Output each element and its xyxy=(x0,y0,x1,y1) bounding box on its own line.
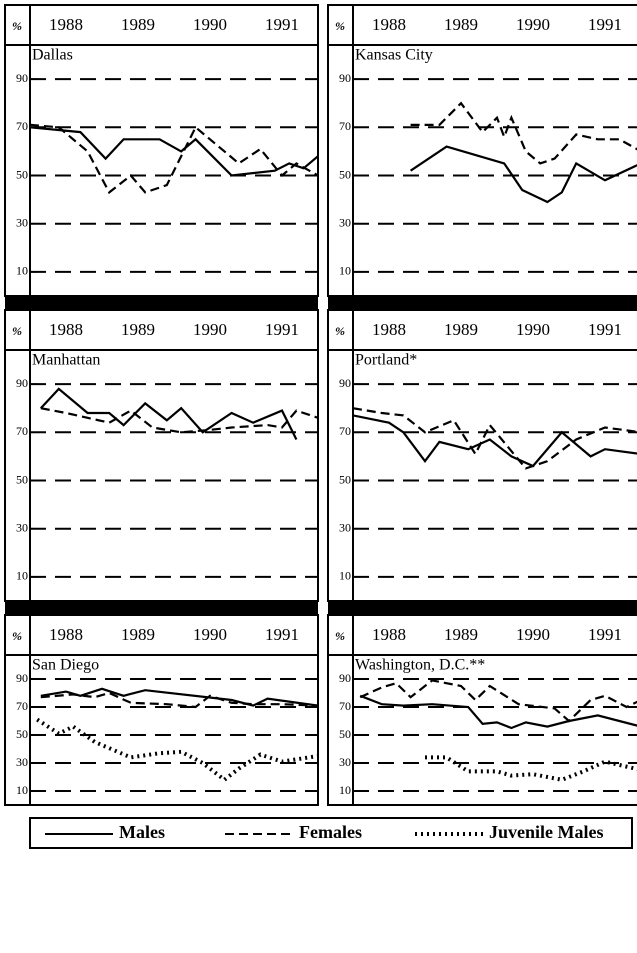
x-tick-label: 1988 xyxy=(372,320,406,339)
series-line xyxy=(353,407,637,470)
y-tick-label: 50 xyxy=(16,472,28,486)
y-tick-label: 90 xyxy=(339,71,351,85)
x-tick-label: 1990 xyxy=(193,320,227,339)
legend-label: Females xyxy=(299,822,362,842)
panel-title: Portland* xyxy=(355,352,417,369)
panel: % 1988 1989 1990 1991 10 30 50 70 90 Portland* xyxy=(327,309,637,602)
y-tick-label: 50 xyxy=(339,727,351,741)
y-tick-label: 30 xyxy=(16,215,28,229)
y-tick-label: 30 xyxy=(16,755,28,769)
series-line xyxy=(353,414,637,468)
series-line xyxy=(359,679,637,723)
separator-bar xyxy=(328,296,637,310)
x-tick-label: 1989 xyxy=(444,320,478,339)
y-tick-label: 30 xyxy=(339,215,351,229)
y-tick-label: 90 xyxy=(16,671,28,685)
x-tick-label: 1991 xyxy=(265,15,299,34)
y-tick-label: 10 xyxy=(339,264,351,278)
y-tick-label: 70 xyxy=(339,699,351,713)
y-tick-label: 70 xyxy=(16,699,28,713)
x-tick-label: 1990 xyxy=(516,15,550,34)
x-tick-label: 1989 xyxy=(121,625,155,644)
y-tick-label: 10 xyxy=(16,569,28,583)
panel: % 1988 1989 1990 1991 10 30 50 70 90 Manhattan xyxy=(4,309,319,602)
legend-box xyxy=(29,817,633,849)
y-tick-label: 10 xyxy=(339,783,351,797)
series-line xyxy=(36,717,318,783)
x-tick-label: 1989 xyxy=(444,625,478,644)
y-tick-label: 90 xyxy=(339,376,351,390)
y-tick-label: 30 xyxy=(16,520,28,534)
x-tick-label: 1991 xyxy=(265,625,299,644)
y-tick-label: 30 xyxy=(339,755,351,769)
x-tick-label: 1990 xyxy=(516,320,550,339)
y-axis-label: % xyxy=(12,324,22,338)
x-tick-label: 1989 xyxy=(121,15,155,34)
y-tick-label: 50 xyxy=(339,472,351,486)
x-tick-label: 1991 xyxy=(588,625,622,644)
y-axis-label: % xyxy=(12,19,22,33)
series-line xyxy=(30,126,318,177)
y-tick-label: 90 xyxy=(16,71,28,85)
y-tick-label: 70 xyxy=(339,424,351,438)
y-tick-label: 50 xyxy=(16,167,28,181)
panel: % 1988 1989 1990 1991 10 30 50 70 90 Kansas City xyxy=(327,4,637,297)
panel: % 1988 1989 1990 1991 10 30 50 70 90 Dallas xyxy=(4,4,319,297)
y-tick-label: 50 xyxy=(339,167,351,181)
y-tick-label: 90 xyxy=(339,671,351,685)
panel-frame xyxy=(4,4,319,297)
panel-title: San Diego xyxy=(32,657,99,674)
x-tick-label: 1991 xyxy=(588,320,622,339)
panel-frame xyxy=(4,309,319,602)
y-tick-label: 70 xyxy=(16,119,28,133)
y-tick-label: 30 xyxy=(339,520,351,534)
y-tick-label: 10 xyxy=(16,264,28,278)
x-tick-label: 1988 xyxy=(49,15,83,34)
series-line xyxy=(40,691,318,709)
panel-frame xyxy=(327,4,637,297)
panel: % 1988 1989 1990 1991 10 30 50 70 90 Washington, D… xyxy=(327,614,637,806)
y-tick-label: 10 xyxy=(339,569,351,583)
separator-bar xyxy=(5,601,318,615)
series-line xyxy=(410,101,637,165)
y-tick-label: 50 xyxy=(16,727,28,741)
x-tick-label: 1990 xyxy=(516,625,550,644)
x-tick-label: 1990 xyxy=(193,15,227,34)
y-tick-label: 70 xyxy=(16,424,28,438)
y-tick-label: 90 xyxy=(16,376,28,390)
series-line xyxy=(39,387,298,440)
panel-frame xyxy=(327,309,637,602)
separator-bar xyxy=(5,296,318,310)
series-line xyxy=(409,145,637,204)
x-tick-label: 1988 xyxy=(49,625,83,644)
panel-title: Dallas xyxy=(32,47,73,64)
x-tick-label: 1991 xyxy=(588,15,622,34)
x-tick-label: 1988 xyxy=(49,320,83,339)
panel-frame xyxy=(4,614,319,806)
y-tick-label: 10 xyxy=(16,783,28,797)
legend-label: Juvenile Males xyxy=(489,822,604,842)
separator-bar xyxy=(328,601,637,615)
x-tick-label: 1988 xyxy=(372,15,406,34)
x-tick-label: 1989 xyxy=(121,320,155,339)
x-tick-label: 1989 xyxy=(444,15,478,34)
legend-label: Males xyxy=(119,822,165,842)
y-axis-label: % xyxy=(12,629,22,643)
series-line xyxy=(30,123,318,195)
x-tick-label: 1990 xyxy=(193,625,227,644)
y-axis-label: % xyxy=(335,19,345,33)
y-tick-label: 70 xyxy=(339,119,351,133)
series-line xyxy=(40,407,318,434)
panel-frame xyxy=(327,614,637,806)
y-axis-label: % xyxy=(335,629,345,643)
panel-title: Washington, D.C.** xyxy=(355,657,485,674)
panel-title: Kansas City xyxy=(355,47,433,64)
panel: % 1988 1989 1990 1991 10 30 50 70 90 San Diego xyxy=(4,614,319,806)
x-tick-label: 1991 xyxy=(265,320,299,339)
y-axis-label: % xyxy=(335,324,345,338)
panel-title: Manhattan xyxy=(32,352,100,369)
x-tick-label: 1988 xyxy=(372,625,406,644)
